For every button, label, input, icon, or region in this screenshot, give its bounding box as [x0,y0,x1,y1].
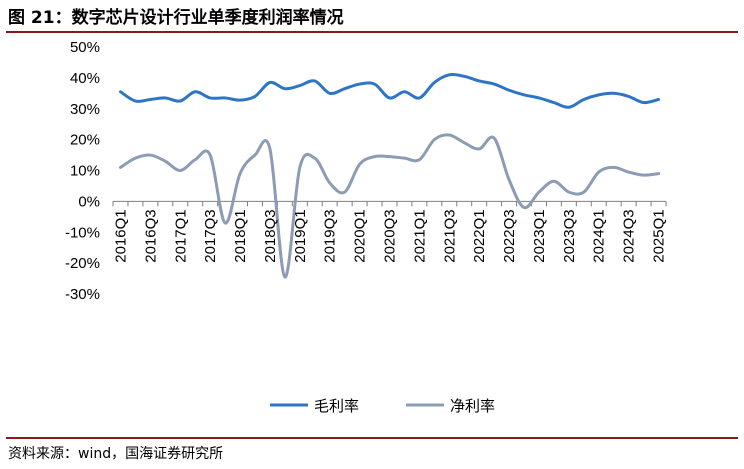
x-tick-label: 2017Q3 [202,209,219,262]
y-tick-label: -10% [65,224,100,241]
x-tick-label: 2020Q1 [352,209,369,262]
net-margin-line [118,133,661,279]
x-tick-label: 2017Q1 [172,209,189,262]
x-tick-label: 2022Q1 [471,209,488,262]
y-tick-label: -20% [65,255,100,272]
x-tick-label: 2021Q1 [411,209,428,262]
x-tick-label: 2021Q3 [441,209,458,262]
gross-margin-line [118,72,661,109]
x-tick-label: 2020Q3 [382,209,399,262]
legend-label: 毛利率 [314,397,359,415]
series-lines [118,72,661,279]
y-tick-label: 30% [70,101,100,118]
legend-label: 净利率 [450,397,495,415]
x-axis-ticks: 2016Q1 2016Q3 2017Q1 2017Q3 2018Q1 2018Q3 2019… [112,209,667,262]
x-tick-label: 2022Q3 [501,209,518,262]
y-axis-ticks: 50% 40% 30% 20% 10% 0% -10% -20% -30% [65,39,100,303]
legend: 毛利率 净利率 [270,397,495,415]
x-tick-label: 2016Q1 [112,209,129,262]
x-tick-label: 2024Q1 [591,209,608,262]
x-tick-label: 2025Q1 [651,209,668,262]
x-tick-label: 2024Q3 [621,209,638,262]
y-tick-label: 0% [78,193,100,210]
source-note: 资料来源：wind，国海证券研究所 [8,446,224,462]
x-tick-label: 2019Q3 [322,209,339,262]
x-tick-label: 2018Q3 [262,209,279,262]
figure-title: 图 21：数字芯片设计行业单季度利润率情况 [8,8,344,28]
x-tick-label: 2018Q1 [232,209,249,262]
y-tick-label: 40% [70,70,100,87]
y-tick-label: 20% [70,132,100,149]
x-axis [112,200,667,207]
y-tick-label: 10% [70,163,100,180]
y-tick-label: -30% [65,286,100,303]
x-tick-label: 2023Q1 [531,209,548,262]
x-tick-label: 2023Q3 [561,209,578,262]
y-tick-label: 50% [70,39,100,56]
top-rule [6,31,738,33]
x-tick-label: 2019Q1 [292,209,309,262]
bottom-rule [6,437,738,439]
x-tick-label: 2016Q3 [142,209,159,262]
